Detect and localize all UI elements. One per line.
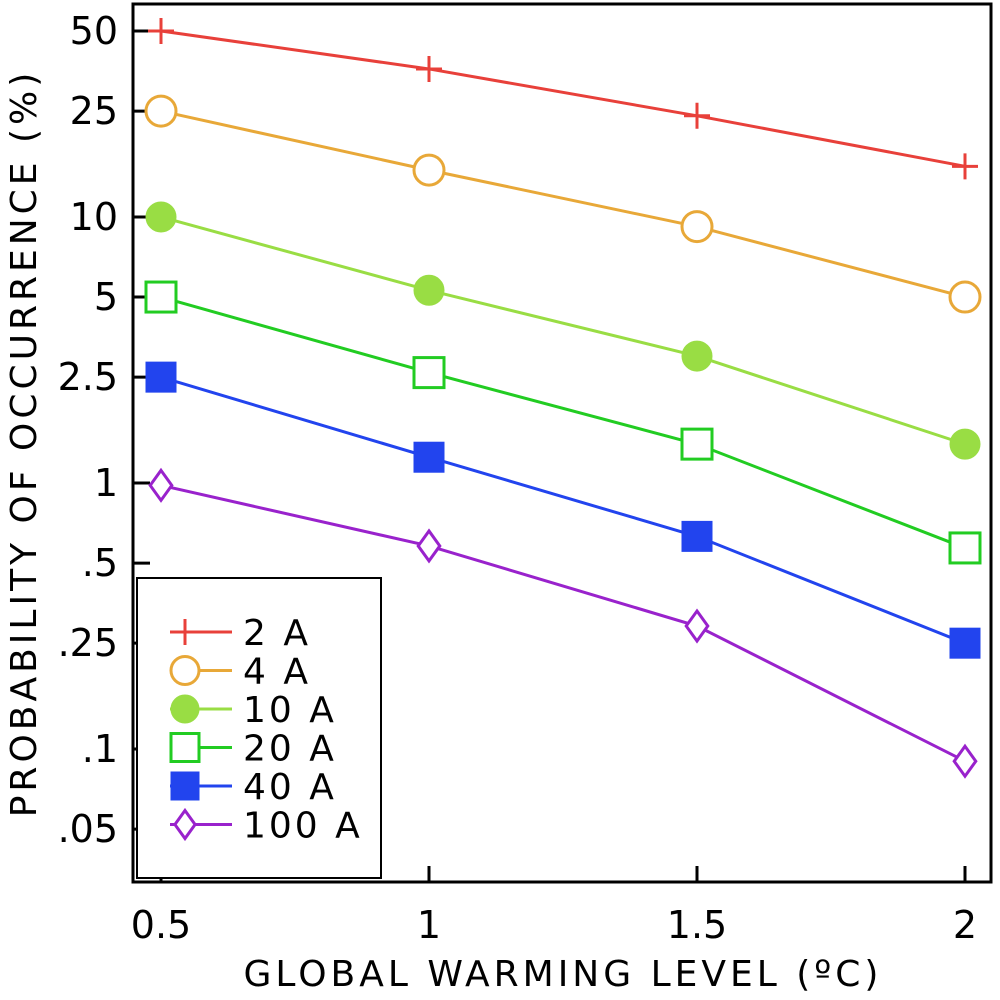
series-line (160, 295, 966, 550)
series-line (160, 29, 966, 168)
y-tick-label: .05 (58, 807, 118, 851)
series-2-a (148, 18, 978, 180)
point-marker (681, 520, 713, 552)
legend-item: 40 A (170, 767, 337, 808)
point-marker (684, 102, 710, 129)
point-marker (412, 356, 446, 390)
point-marker (681, 340, 713, 372)
point-marker (144, 94, 178, 128)
point-marker (680, 210, 714, 244)
point-marker (170, 694, 200, 724)
y-axis: 50 25 10 5 2.5 1 .5 .25 .1 .05 (58, 9, 150, 851)
legend-label: 20 A (243, 729, 337, 770)
x-axis: 0.5 1 1.5 2 (131, 866, 977, 947)
legend-item: 20 A (169, 729, 337, 770)
series-line (160, 109, 966, 299)
legend-label: 40 A (243, 767, 337, 808)
y-tick-label: 5 (94, 275, 118, 319)
point-marker (169, 655, 201, 686)
plot-frame (131, 2, 993, 884)
y-tick-label: .5 (82, 541, 118, 585)
y-tick-label: 1 (94, 461, 118, 505)
point-marker (680, 427, 714, 461)
point-marker (170, 771, 200, 801)
point-marker (413, 274, 445, 306)
series-line (160, 483, 966, 763)
legend-item: 10 A (170, 690, 337, 731)
point-marker (948, 280, 982, 314)
point-marker (952, 153, 978, 180)
point-marker (416, 528, 442, 564)
series-line (160, 375, 966, 645)
legend-label: 2 A (243, 613, 311, 654)
y-tick-label: .25 (58, 621, 118, 665)
point-marker (173, 807, 197, 842)
series-4-a (144, 94, 982, 314)
series-line (160, 215, 966, 446)
legend-item: 100 A (170, 806, 363, 847)
point-marker (952, 743, 978, 779)
series-layer (144, 18, 982, 779)
point-marker (684, 608, 710, 644)
y-tick-label: .1 (82, 727, 118, 771)
point-marker (949, 428, 981, 460)
legend-label: 100 A (243, 806, 363, 847)
x-tick-label: 0.5 (131, 903, 191, 947)
legend-label: 10 A (243, 690, 337, 731)
series-40-a (145, 361, 981, 659)
y-axis-title: PROBABILITY OF OCCURRENCE (%) (4, 69, 45, 818)
point-marker (412, 153, 446, 187)
legend-item: 4 A (169, 652, 311, 693)
y-tick-label: 50 (70, 9, 118, 53)
series-20-a (144, 280, 982, 565)
legend-label: 4 A (243, 652, 311, 693)
series-10-a (145, 201, 981, 460)
point-marker (148, 18, 174, 44)
point-marker (413, 441, 445, 473)
legend-item: 2 A (170, 613, 311, 654)
point-marker (949, 627, 981, 659)
point-marker (145, 201, 177, 233)
series-100-a (148, 467, 978, 779)
x-tick-label: 1 (417, 903, 441, 947)
x-axis-title: GLOBAL WARMING LEVEL (ºC) (244, 954, 883, 995)
x-tick-label: 2 (953, 903, 977, 947)
y-tick-label: 2.5 (58, 355, 118, 399)
point-marker (148, 467, 174, 503)
point-marker (145, 361, 177, 393)
point-marker (416, 55, 442, 82)
y-tick-label: 10 (70, 195, 118, 239)
y-tick-label: 25 (70, 89, 118, 133)
point-marker (144, 280, 178, 314)
point-marker (169, 732, 201, 763)
point-marker (172, 619, 198, 645)
x-tick-label: 1.5 (667, 903, 727, 947)
point-marker (948, 531, 982, 565)
